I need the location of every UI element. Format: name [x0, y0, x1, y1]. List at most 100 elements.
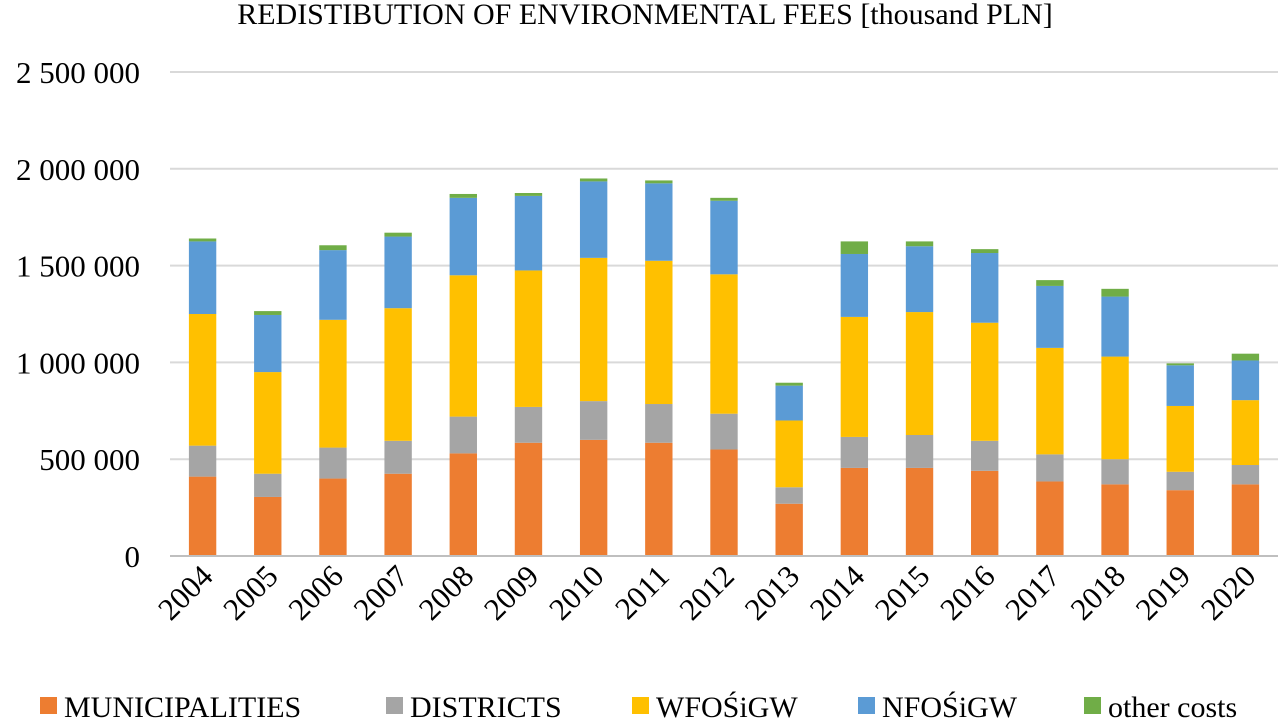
bar-other-costs-2010 [579, 178, 608, 182]
bar-wfo-igw-2004 [188, 314, 217, 446]
bar-districts-2008 [449, 416, 477, 454]
bar-wfo-igw-2013 [775, 420, 803, 488]
x-tick-label: 2006 [281, 558, 350, 627]
bar-wfo-igw-2020 [1231, 400, 1260, 466]
y-tick-label: 2 000 000 [16, 152, 140, 187]
bar-districts-2009 [514, 406, 543, 443]
bar-municipalities-2019 [1166, 490, 1194, 556]
bar-nfo-igw-2010 [579, 181, 608, 258]
bar-wfo-igw-2014 [840, 316, 869, 437]
bar-municipalities-2015 [905, 467, 934, 556]
bar-nfo-igw-2012 [710, 200, 738, 275]
bar-other-costs-2009 [514, 193, 543, 196]
bar-wfo-igw-2017 [1036, 347, 1064, 455]
x-tick-label: 2005 [216, 558, 285, 627]
bar-wfo-igw-2006 [319, 319, 347, 448]
bar-municipalities-2006 [319, 478, 347, 556]
bar-nfo-igw-2011 [645, 183, 673, 261]
bar-districts-2010 [579, 401, 608, 440]
bar-wfo-igw-2015 [905, 312, 934, 435]
bar-districts-2004 [188, 445, 217, 477]
legend-label: DISTRICTS [410, 691, 562, 719]
y-tick-label: 0 [125, 539, 141, 574]
x-tick-label: 2011 [608, 558, 676, 626]
x-tick-label: 2016 [933, 558, 1002, 627]
bar-other-costs-2008 [449, 193, 477, 198]
legend-swatch [386, 697, 403, 714]
bar-municipalities-2005 [254, 496, 282, 556]
bar-municipalities-2018 [1101, 484, 1129, 556]
bar-municipalities-2007 [384, 473, 412, 556]
bar-wfo-igw-2005 [254, 372, 282, 474]
x-tick-label: 2010 [542, 558, 611, 627]
bar-nfo-igw-2009 [514, 195, 543, 271]
bars [188, 178, 1260, 556]
bar-municipalities-2013 [775, 503, 803, 556]
bar-other-costs-2017 [1036, 280, 1064, 286]
bar-wfo-igw-2010 [579, 257, 608, 402]
bar-nfo-igw-2008 [449, 197, 477, 276]
bar-other-costs-2015 [905, 241, 934, 247]
legend-swatch [632, 697, 649, 714]
bar-other-costs-2005 [254, 311, 282, 315]
bar-municipalities-2016 [971, 470, 999, 556]
bar-districts-2011 [645, 404, 673, 443]
bar-municipalities-2012 [710, 449, 738, 556]
bar-other-costs-2019 [1166, 363, 1194, 366]
chart-title: REDISTIBUTION OF ENVIRONMENTAL FEES [tho… [237, 0, 1053, 31]
bar-districts-2005 [254, 473, 282, 497]
legend-swatch [40, 697, 57, 714]
bar-municipalities-2004 [188, 476, 217, 556]
bar-districts-2016 [971, 440, 999, 471]
x-tick-label: 2004 [151, 558, 220, 627]
bar-wfo-igw-2008 [449, 275, 477, 417]
bar-districts-2015 [905, 435, 934, 468]
legend-swatch [858, 697, 875, 714]
bar-districts-2007 [384, 440, 412, 474]
bar-other-costs-2006 [319, 245, 347, 251]
bar-districts-2018 [1101, 459, 1129, 485]
x-tick-label: 2008 [412, 558, 481, 627]
bar-other-costs-2013 [775, 382, 803, 386]
bar-municipalities-2014 [840, 467, 869, 556]
bar-nfo-igw-2013 [775, 385, 803, 421]
bar-districts-2006 [319, 447, 347, 479]
x-tick-label: 2020 [1194, 558, 1263, 627]
bar-wfo-igw-2011 [645, 260, 673, 405]
bar-other-costs-2011 [645, 180, 673, 184]
bar-municipalities-2020 [1231, 484, 1260, 556]
bar-nfo-igw-2007 [384, 236, 412, 309]
bar-municipalities-2011 [645, 442, 673, 556]
y-axis: 0 500 000 1 000 000 1 500 000 2 000 000 2 500… [16, 55, 140, 574]
bar-other-costs-2014 [840, 241, 869, 254]
x-tick-label: 2014 [803, 558, 872, 627]
x-tick-label: 2007 [346, 558, 415, 627]
x-tick-label: 2009 [477, 558, 546, 627]
x-tick-label: 2012 [672, 558, 741, 627]
bar-wfo-igw-2009 [514, 270, 543, 407]
bar-other-costs-2020 [1231, 353, 1260, 361]
bar-municipalities-2009 [514, 442, 543, 556]
bar-other-costs-2018 [1101, 288, 1129, 297]
x-axis: 2004200520062007200820092010201120122013… [151, 555, 1278, 627]
bar-nfo-igw-2015 [905, 246, 934, 313]
bar-nfo-igw-2005 [254, 314, 282, 373]
y-tick-label: 1 500 000 [16, 249, 140, 284]
bar-nfo-igw-2020 [1231, 360, 1260, 401]
y-tick-label: 1 000 000 [16, 345, 140, 380]
bar-nfo-igw-2017 [1036, 285, 1064, 348]
y-tick-label: 500 000 [39, 442, 140, 477]
legend-label: NFOŚiGW [882, 691, 1018, 719]
bar-wfo-igw-2018 [1101, 356, 1129, 460]
legend-label: WFOŚiGW [656, 691, 798, 719]
bar-other-costs-2007 [384, 232, 412, 237]
bar-nfo-igw-2018 [1101, 296, 1129, 357]
legend-label: MUNICIPALITIES [64, 691, 301, 719]
bar-districts-2019 [1166, 471, 1194, 491]
y-tick-label: 2 500 000 [16, 55, 140, 90]
x-tick-label: 2015 [868, 558, 937, 627]
bar-districts-2013 [775, 487, 803, 504]
bar-wfo-igw-2019 [1166, 405, 1194, 472]
bar-districts-2014 [840, 436, 869, 468]
bar-municipalities-2008 [449, 453, 477, 556]
